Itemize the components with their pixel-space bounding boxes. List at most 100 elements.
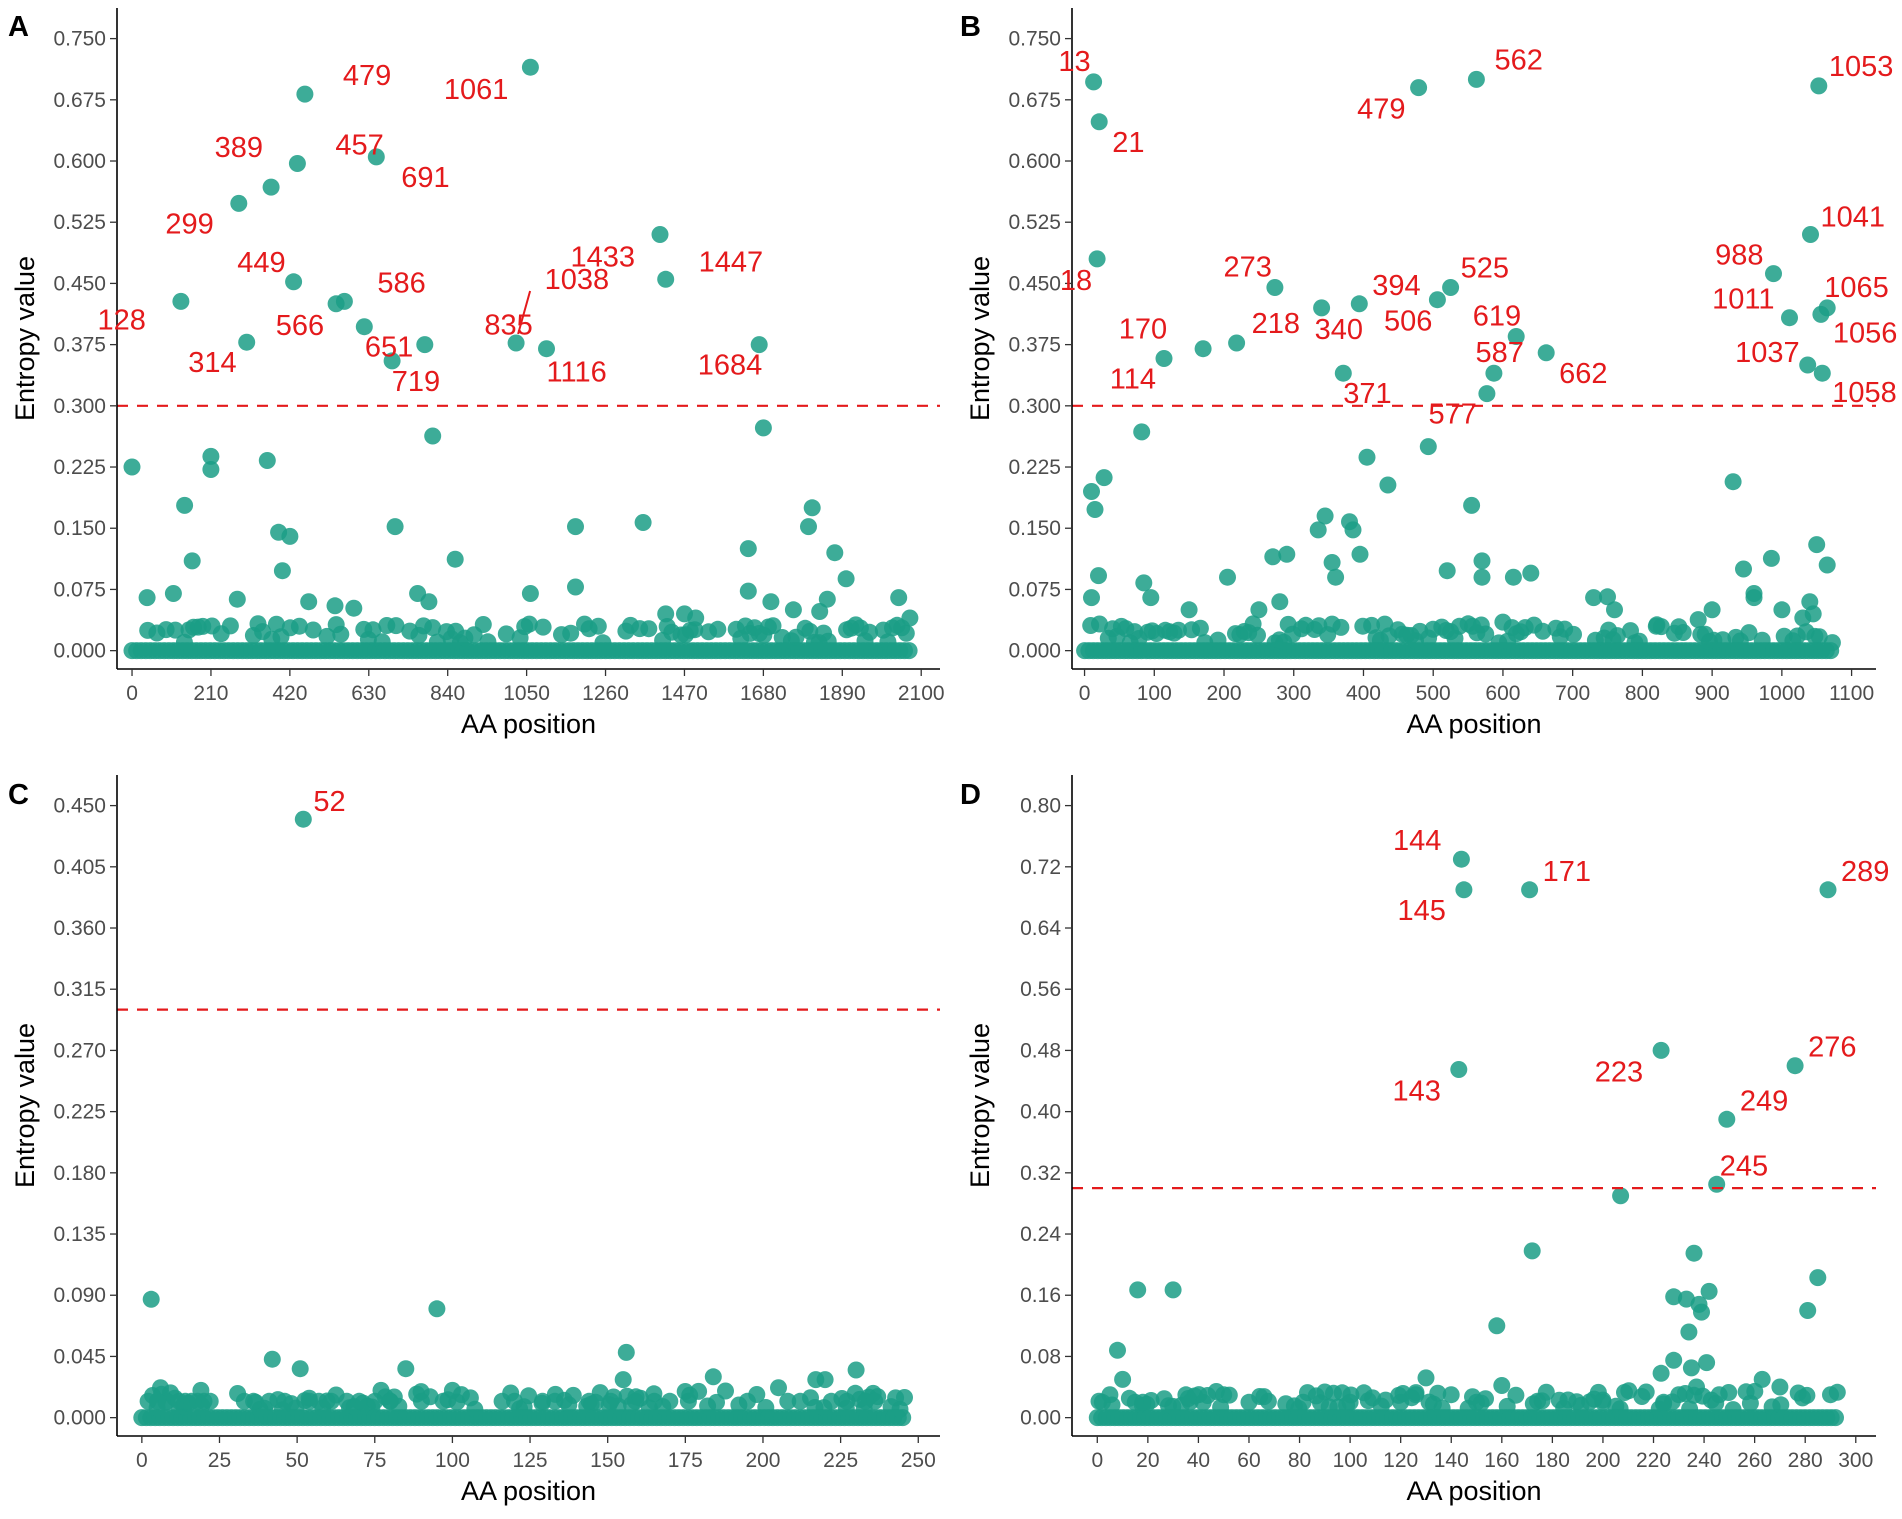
data-point — [1504, 568, 1522, 586]
panel-letter: C — [8, 779, 29, 811]
point-label: 619 — [1473, 300, 1521, 332]
data-point — [1710, 1386, 1728, 1404]
low-entropy-point — [1620, 1382, 1638, 1400]
data-point — [326, 597, 344, 615]
data-point — [580, 1392, 598, 1410]
y-tick-label: 0.375 — [53, 334, 106, 357]
x-tick-label: 120 — [1383, 1449, 1418, 1472]
low-entropy-point — [520, 615, 538, 633]
data-point — [1101, 1386, 1119, 1404]
low-entropy-point — [897, 624, 915, 642]
data-point — [1468, 1393, 1485, 1411]
y-tick-label: 0.300 — [1008, 395, 1061, 418]
data-point — [1350, 295, 1368, 313]
low-entropy-point — [1332, 618, 1350, 636]
data-point — [1680, 1323, 1698, 1341]
point-label: 1065 — [1824, 272, 1889, 304]
data-points — [1076, 70, 1841, 660]
point-label: 1011 — [1712, 284, 1774, 316]
point-label: 651 — [365, 332, 413, 364]
point-label: 662 — [1559, 358, 1607, 390]
low-entropy-point — [318, 627, 336, 645]
point-label: 289 — [1841, 856, 1889, 888]
data-point — [816, 1371, 834, 1389]
data-point — [1522, 564, 1540, 582]
panel-D: D 0.00 0.08 0.16 0.24 0.32 0.40 0.48 0.56 0.64 0.7… — [960, 775, 1889, 1506]
low-entropy-point — [1170, 621, 1187, 639]
point-label: 18 — [1060, 265, 1092, 297]
point-label: 587 — [1475, 337, 1523, 369]
data-point — [901, 609, 919, 627]
low-entropy-point — [290, 617, 308, 635]
data-point — [651, 226, 669, 243]
data-point — [1799, 356, 1817, 374]
point-label: 479 — [343, 60, 391, 92]
x-tick-label: 0 — [1079, 682, 1091, 705]
y-tick-label: 0.56 — [1020, 978, 1061, 1001]
data-point — [1693, 1303, 1710, 1321]
x-tick-label: 210 — [193, 682, 228, 705]
low-entropy-point — [1772, 1396, 1790, 1414]
data-point — [1088, 250, 1106, 268]
data-point — [739, 582, 757, 600]
data-point — [507, 334, 525, 352]
x-tick-label: 630 — [351, 682, 386, 705]
data-point — [397, 1360, 415, 1378]
y-tick-label: 0.150 — [1008, 517, 1061, 540]
data-point — [1745, 589, 1763, 607]
y-tick-label: 0.450 — [53, 795, 106, 818]
data-point — [245, 1392, 263, 1410]
data-point — [1652, 1364, 1670, 1382]
low-entropy-point — [708, 1393, 725, 1411]
panel-letter: B — [960, 11, 981, 43]
data-point — [1109, 1341, 1126, 1359]
y-tick-label: 0.600 — [53, 150, 106, 173]
data-point — [138, 589, 156, 607]
y-tick-label: 0.72 — [1020, 856, 1061, 879]
y-tick-label: 0.090 — [53, 1284, 106, 1307]
low-entropy-point — [221, 617, 239, 635]
point-label: 525 — [1461, 252, 1509, 284]
data-point — [803, 499, 821, 517]
y-tick-label: 0.405 — [53, 856, 106, 879]
y-tick-label: 0.375 — [1008, 334, 1061, 357]
point-label: 245 — [1720, 1150, 1768, 1182]
data-point — [770, 1379, 787, 1397]
point-label: 586 — [377, 267, 425, 299]
point-label: 506 — [1384, 306, 1432, 338]
y-tick-label: 0.225 — [53, 456, 106, 479]
data-point — [276, 1392, 294, 1410]
x-tick-label: 260 — [1737, 1449, 1772, 1472]
y-axis-title: Entropy value — [10, 256, 40, 421]
low-entropy-point — [640, 620, 658, 638]
data-point — [811, 603, 829, 620]
data-point — [1450, 1061, 1468, 1078]
point-label: 562 — [1494, 44, 1542, 76]
data-point — [506, 1392, 523, 1410]
data-point — [1316, 507, 1334, 525]
data-point — [1809, 1269, 1827, 1287]
x-tick-label: 140 — [1434, 1449, 1469, 1472]
x-tick-label: 160 — [1484, 1449, 1519, 1472]
data-point — [1215, 1386, 1233, 1404]
low-entropy-point — [562, 624, 580, 642]
data-point — [1344, 521, 1362, 539]
point-label: 988 — [1715, 240, 1763, 272]
x-axis-title: AA position — [1406, 709, 1541, 739]
point-label: 691 — [401, 162, 449, 194]
y-tick-label: 0.675 — [1008, 89, 1061, 112]
x-tick-label: 100 — [1137, 682, 1172, 705]
y-axis-title: Entropy value — [10, 1023, 40, 1188]
point-label: 170 — [1119, 314, 1167, 346]
data-point — [260, 1392, 278, 1410]
x-tick-label: 500 — [1416, 682, 1451, 705]
data-point — [338, 1392, 356, 1410]
data-point — [428, 1300, 446, 1318]
data-point — [1786, 1057, 1804, 1075]
data-point — [567, 578, 584, 596]
x-tick-label: 200 — [1585, 1449, 1620, 1472]
x-tick-label: 0 — [126, 682, 138, 705]
data-point — [1085, 73, 1103, 91]
data-point — [1180, 601, 1198, 619]
